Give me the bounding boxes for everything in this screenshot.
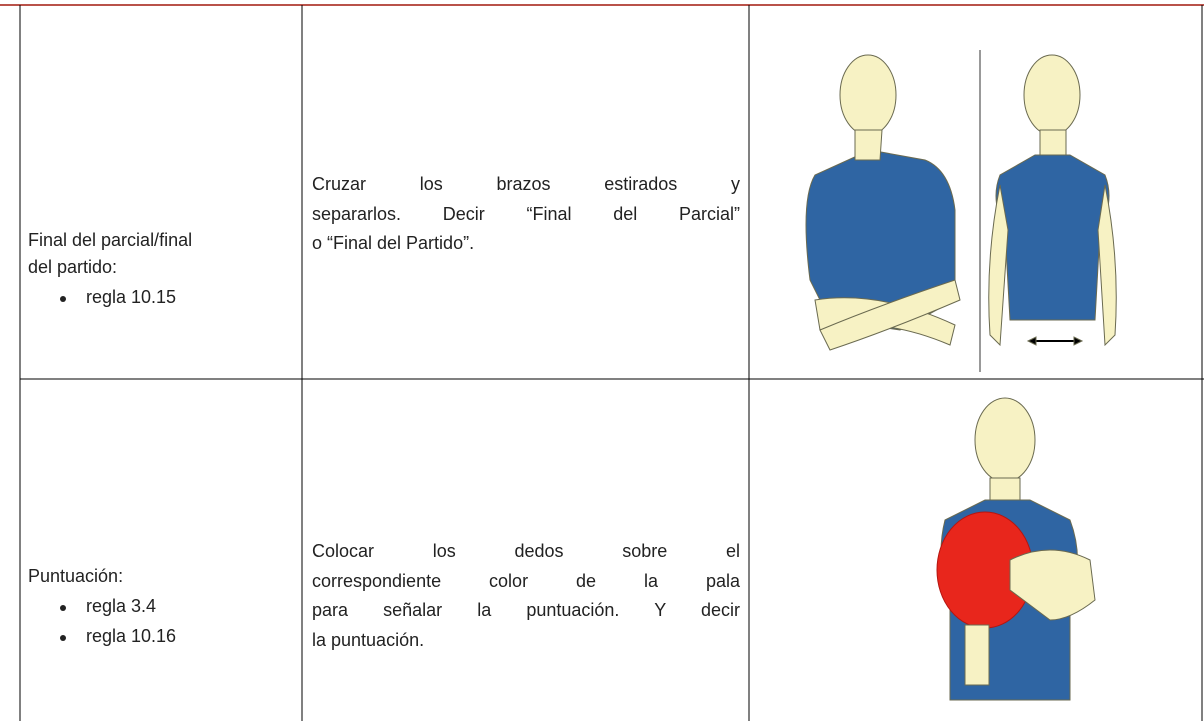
illustration-end-of-game	[805, 50, 1117, 372]
row-label: Puntuación:	[28, 566, 124, 586]
description-line: o “Final del Partido”.	[312, 233, 475, 253]
description-line: separarlos. Decir “Final del Parcial”	[312, 203, 740, 224]
rule-item: regla 10.15	[86, 287, 177, 307]
bullet	[60, 296, 66, 302]
row-label: Final del parcial/final	[28, 230, 193, 250]
rule-item: regla 3.4	[86, 596, 157, 616]
bullet	[60, 605, 66, 611]
illustration-score	[885, 380, 1130, 721]
bullet	[60, 634, 66, 641]
description-line: correspondiente color de la pala	[312, 570, 740, 591]
description-line: para señalar la puntuación. Y decir	[312, 600, 740, 620]
rule-item: regla 10.16	[86, 625, 177, 646]
description-line: la puntuación.	[312, 629, 425, 650]
row-label: del partido:	[28, 257, 118, 277]
description-line: Cruzar los brazos estirados y	[312, 174, 740, 194]
description-line: Colocar los dedos sobre el	[312, 541, 740, 561]
